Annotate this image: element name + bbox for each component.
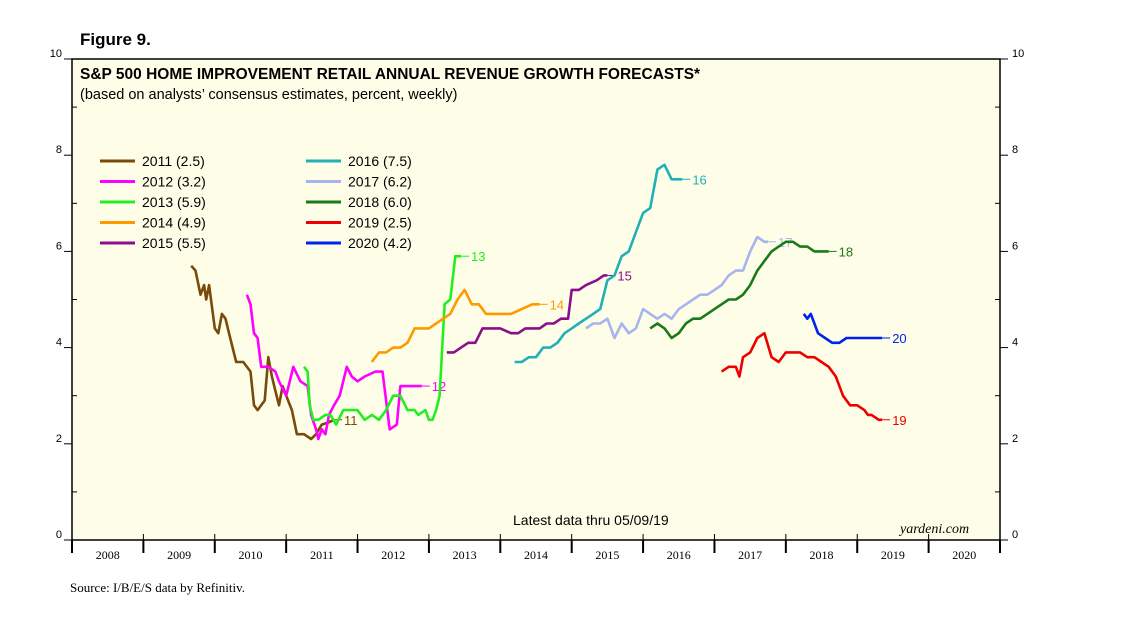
legend-label-18: 2018 (6.0) [348,194,412,210]
legend-label-13: 2013 (5.9) [142,194,206,210]
yardeni-brand: yardeni.com [898,522,969,537]
end-label-19: 19 [892,413,906,428]
end-label-13: 13 [471,249,485,264]
x-tick-label: 2011 [310,548,334,562]
x-tick-label: 2015 [595,548,619,562]
legend-label-17: 2017 (6.2) [348,174,412,190]
y-tick-label-right: 0 [1012,529,1018,541]
x-tick-label: 2010 [238,548,262,562]
series-line-12 [245,294,422,441]
legend: 2011 (2.5) 2012 (3.2) 2013 (5.9) 2014 (4.9)… [100,153,412,251]
y-tick-label-left: 8 [56,144,62,156]
series-line-15 [446,274,608,354]
legend-label-20: 2020 (4.2) [348,235,412,251]
series-line-11 [190,264,335,441]
x-tick-label: 2009 [167,548,191,562]
y-tick-label-left: 6 [56,240,62,252]
figure-label: Figure 9. [80,30,151,49]
end-label-16: 16 [692,172,706,187]
x-tick-label: 2013 [453,548,477,562]
end-label-20: 20 [892,331,906,346]
series-line-13 [302,254,461,426]
y-tick-label-left: 2 [56,433,62,445]
source-note: Source: I/B/E/S data by Refinitiv. [70,580,245,595]
legend-label-11: 2011 (2.5) [142,153,205,169]
x-tick-label: 2016 [667,548,691,562]
series-line-17 [585,235,768,340]
chart-title: S&P 500 HOME IMPROVEMENT RETAIL ANNUAL R… [80,66,701,83]
y-tick-label-left: 0 [56,529,62,541]
series-line-19 [720,331,883,422]
latest-data-note: Latest data thru 05/09/19 [513,512,669,528]
series-line-14 [370,288,540,363]
series-line-16 [514,163,683,364]
end-label-11: 11 [344,413,358,428]
y-tick-label-left: 10 [50,48,62,60]
y-tick-label-right: 4 [1012,337,1018,349]
x-tick-label: 2017 [738,548,762,562]
series-line-18 [649,240,829,340]
end-label-18: 18 [839,244,853,259]
end-label-14: 14 [550,297,564,312]
legend-label-12: 2012 (3.2) [142,174,206,190]
y-tick-label-left: 4 [56,337,62,349]
x-tick-label: 2019 [881,548,905,562]
y-tick-label-right: 10 [1012,48,1024,60]
x-tick-label: 2020 [952,548,976,562]
legend-label-15: 2015 (5.5) [142,235,206,251]
end-label-15: 15 [617,268,631,283]
x-tick-label: 2018 [810,548,834,562]
y-tick-label-right: 8 [1012,144,1018,156]
series-line-20 [802,312,883,345]
y-tick-label-right: 2 [1012,433,1018,445]
x-tick-label: 2014 [524,548,548,562]
legend-label-16: 2016 (7.5) [348,153,412,169]
legend-label-19: 2019 (2.5) [348,215,412,231]
x-tick-label: 2012 [381,548,405,562]
y-tick-label-right: 6 [1012,240,1018,252]
legend-label-14: 2014 (4.9) [142,215,206,231]
x-tick-label: 2008 [96,548,120,562]
chart-subtitle: (based on analysts’ consensus estimates,… [80,87,457,103]
